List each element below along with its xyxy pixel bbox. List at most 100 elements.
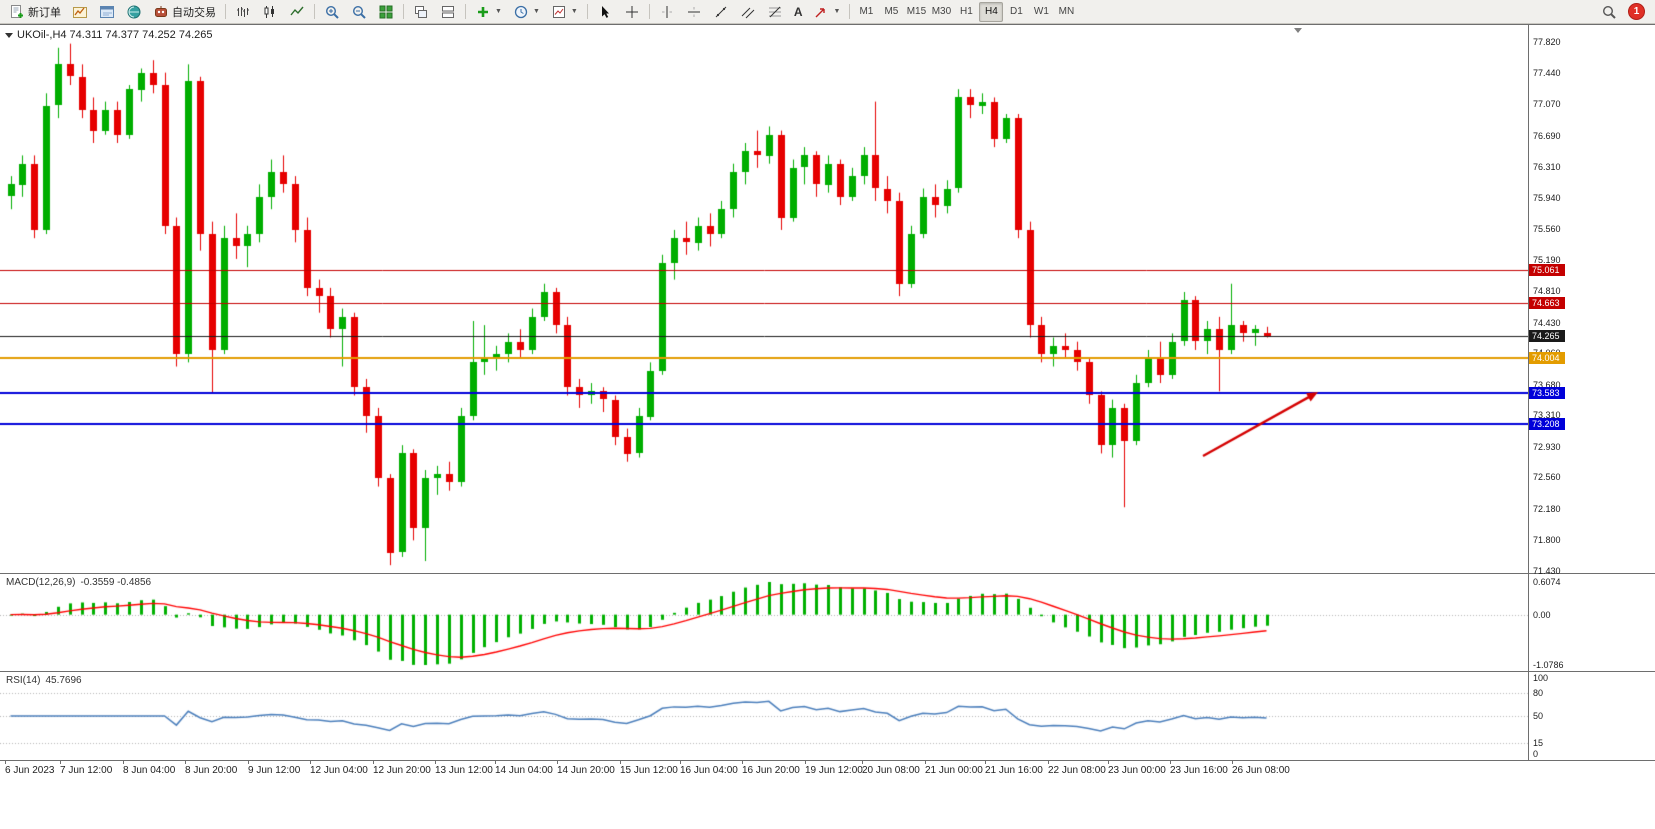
price-line-badge: 75.061 — [1529, 264, 1565, 277]
price-line-badge: 74.663 — [1529, 297, 1565, 310]
macd-panel[interactable] — [0, 574, 1529, 671]
time-axis-label: 14 Jun 20:00 — [557, 765, 615, 776]
time-axis-label: 23 Jun 00:00 — [1108, 765, 1166, 776]
text-tool-button[interactable]: A — [789, 2, 808, 22]
channel-tool-button[interactable] — [735, 2, 761, 22]
price-line-badge: 73.208 — [1529, 417, 1565, 430]
horizontal-line-icon — [686, 4, 702, 20]
fibonacci-icon — [767, 4, 783, 20]
notification-badge[interactable]: 1 — [1628, 3, 1645, 20]
rsi-panel[interactable] — [0, 672, 1529, 760]
timeframe-button-m30[interactable]: M30 — [929, 2, 953, 22]
timeframe-button-m15[interactable]: M15 — [904, 2, 928, 22]
price-axis-label: 72.560 — [1533, 472, 1561, 483]
macd-axis-min: -1.0786 — [1533, 660, 1564, 670]
toolbar-right-group: 1 — [1596, 2, 1651, 22]
panel-splitter[interactable] — [0, 671, 1655, 672]
time-axis-tick — [680, 761, 681, 764]
time-axis-label: 12 Jun 04:00 — [310, 765, 368, 776]
price-axis-label: 73.680 — [1533, 379, 1561, 390]
macd-name: MACD(12,26,9) — [6, 577, 76, 588]
auto-trading-label: 自动交易 — [172, 6, 216, 19]
timeframe-button-m5[interactable]: M5 — [879, 2, 903, 22]
fibonacci-tool-button[interactable] — [762, 2, 788, 22]
time-axis-label: 6 Jun 2023 — [5, 765, 55, 776]
price-line-badge: 73.583 — [1529, 386, 1565, 399]
template-icon — [551, 4, 567, 20]
time-axis-tick — [1048, 761, 1049, 764]
time-axis-label: 19 Jun 12:00 — [805, 765, 863, 776]
price-axis-label: 76.310 — [1533, 162, 1561, 172]
time-axis-label: 14 Jun 04:00 — [495, 765, 553, 776]
time-axis-tick — [60, 761, 61, 764]
text-tool-icon: A — [793, 4, 803, 19]
time-axis-border — [0, 760, 1655, 761]
line-chart-mode-button[interactable] — [284, 2, 310, 22]
timeframe-button-m1[interactable]: M1 — [854, 2, 878, 22]
timeframe-button-mn[interactable]: MN — [1054, 2, 1078, 22]
cascade-windows-button[interactable] — [408, 2, 434, 22]
time-axis-tick — [620, 761, 621, 764]
toolbar-separator — [648, 4, 650, 19]
crosshair-icon — [624, 4, 640, 20]
toolbar-separator — [225, 4, 226, 19]
timeframe-button-h4[interactable]: H4 — [979, 1, 1004, 22]
tile-windows-button[interactable] — [435, 2, 461, 22]
price-axis-label: 77.440 — [1533, 68, 1561, 79]
trendline-tool-button[interactable] — [708, 2, 734, 22]
time-axis-tick — [1170, 761, 1171, 764]
indicators-button[interactable]: ▼ — [470, 2, 507, 22]
time-axis-tick — [495, 761, 496, 764]
cursor-icon — [597, 4, 613, 20]
profiles-button[interactable] — [94, 2, 120, 22]
time-axis-tick — [805, 761, 806, 764]
bar-chart-mode-button[interactable] — [230, 2, 256, 22]
time-axis-label: 13 Jun 12:00 — [435, 765, 493, 776]
chevron-down-icon: ▼ — [570, 8, 578, 15]
time-axis-tick — [1108, 761, 1109, 764]
candlestick-mode-button[interactable] — [257, 2, 283, 22]
time-axis-label: 21 Jun 00:00 — [925, 765, 983, 776]
arrows-tool-icon — [813, 4, 829, 20]
timeframe-button-d1[interactable]: D1 — [1004, 2, 1028, 22]
chart-collapse-icon[interactable] — [5, 32, 13, 38]
tile-grid-button[interactable] — [373, 2, 399, 22]
time-axis-tick — [985, 761, 986, 764]
navigator-button[interactable] — [121, 2, 147, 22]
new-order-label: 新订单 — [28, 6, 61, 19]
vertical-line-tool-button[interactable] — [654, 2, 680, 22]
price-line-badge: 74.004 — [1529, 351, 1565, 364]
new-chart-button[interactable] — [67, 2, 93, 22]
cascade-windows-icon — [413, 4, 429, 20]
rsi-axis-label: 100 — [1533, 673, 1549, 683]
time-axis-tick — [123, 761, 124, 764]
time-axis-label: 16 Jun 20:00 — [742, 765, 800, 776]
timeframe-button-h1[interactable]: H1 — [954, 2, 978, 22]
timeframe-button-w1[interactable]: W1 — [1029, 2, 1053, 22]
horizontal-line-tool-button[interactable] — [681, 2, 707, 22]
price-axis-label: 71.800 — [1533, 535, 1561, 546]
crosshair-tool-button[interactable] — [619, 2, 645, 22]
chevron-down-icon: ▼ — [532, 8, 540, 15]
chart-shift-marker-icon[interactable] — [1294, 28, 1302, 33]
new-order-button[interactable]: 新订单 — [4, 2, 66, 22]
periods-button[interactable]: ▼ — [508, 2, 545, 22]
time-axis-tick — [185, 761, 186, 764]
rsi-value: 45.7696 — [45, 675, 82, 686]
search-button[interactable] — [1596, 2, 1622, 22]
auto-trading-button[interactable]: 自动交易 — [148, 2, 221, 22]
macd-values: -0.3559 -0.4856 — [80, 577, 152, 588]
arrows-tool-button[interactable]: ▼ — [808, 2, 845, 22]
price-line-badge: 74.265 — [1529, 330, 1565, 343]
macd-axis-max: 0.6074 — [1533, 577, 1561, 587]
templates-button[interactable]: ▼ — [546, 2, 583, 22]
panel-splitter[interactable] — [0, 573, 1655, 574]
zoom-out-icon — [351, 4, 367, 20]
price-chart[interactable] — [0, 25, 1529, 573]
zoom-in-button[interactable] — [319, 2, 345, 22]
rsi-axis-label: 80 — [1533, 688, 1544, 699]
time-axis-tick — [1232, 761, 1233, 764]
cursor-tool-button[interactable] — [592, 2, 618, 22]
zoom-out-button[interactable] — [346, 2, 372, 22]
